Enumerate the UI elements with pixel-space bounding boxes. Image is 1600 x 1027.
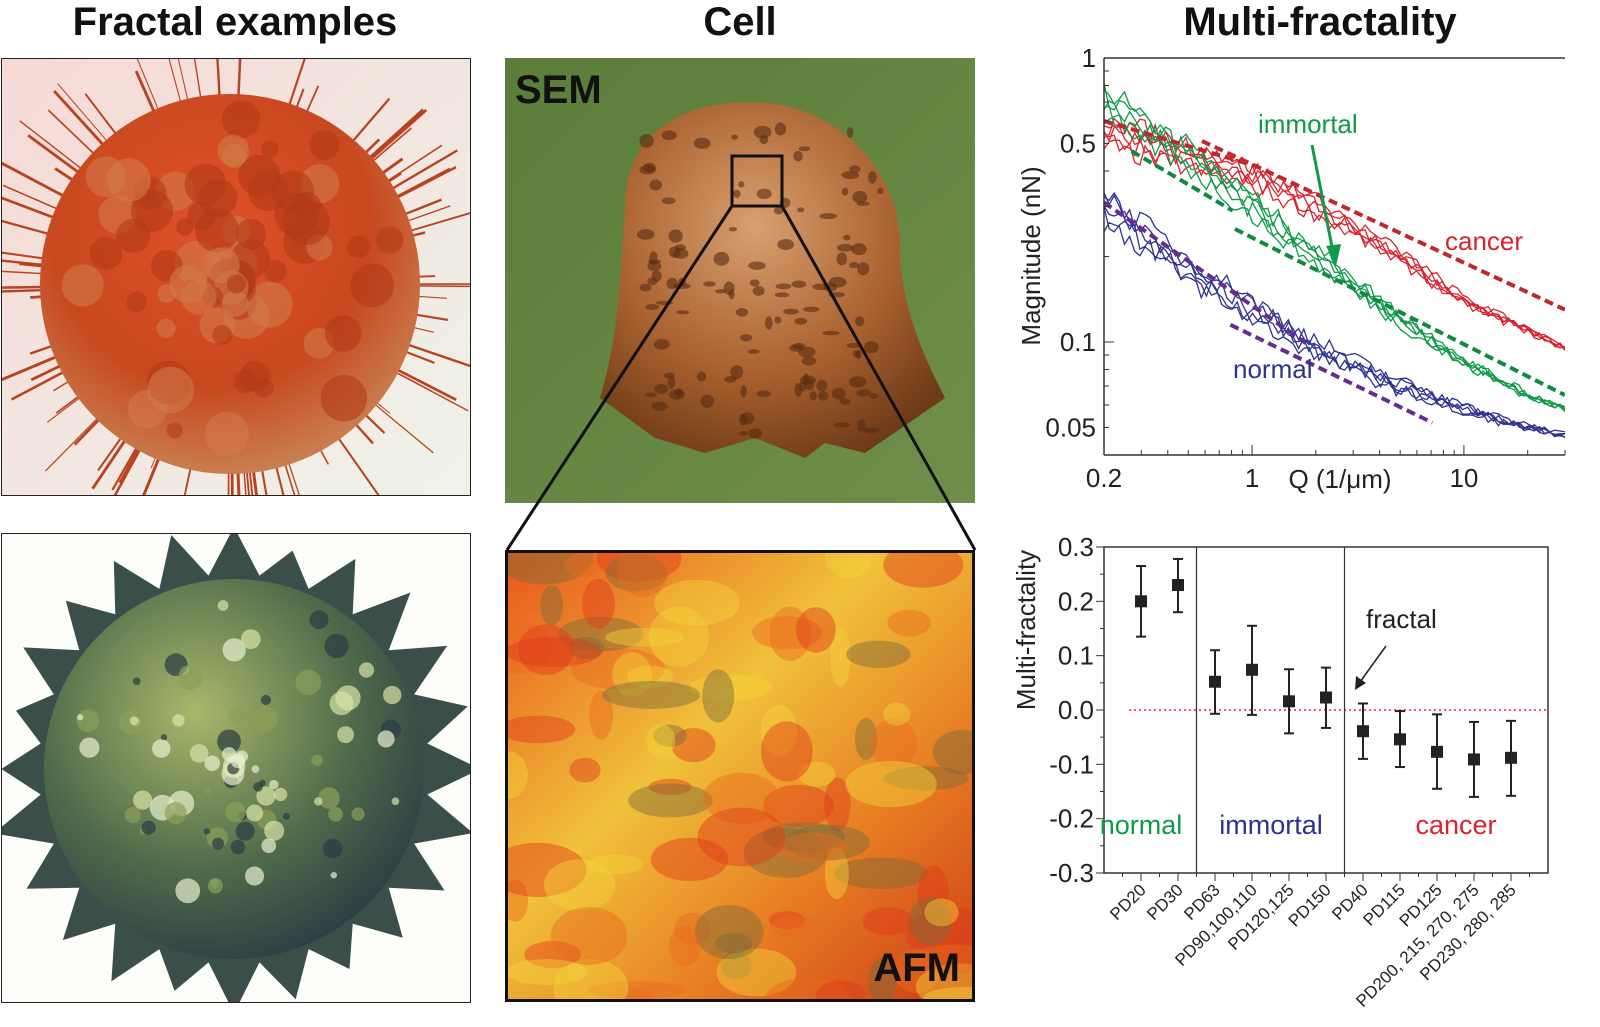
x-tick-label: 10	[1449, 463, 1478, 493]
x-axis-label: Q (1/μm)	[1288, 464, 1391, 494]
x-tick-label: 0.2	[1086, 463, 1122, 493]
data-point-cancer	[1431, 745, 1443, 758]
x-tick-label: 1	[1245, 463, 1259, 493]
x-tick-label: PD150	[1285, 880, 1335, 930]
y-axis-label: Magnitude (nN)	[1016, 166, 1046, 345]
series-line-immortal	[1104, 82, 1565, 410]
fractal-arrow	[1355, 645, 1387, 690]
group-label-cancer: cancer	[1415, 810, 1496, 840]
label-normal: normal	[1233, 354, 1312, 384]
series-line-immortal	[1104, 104, 1565, 409]
fit-line-normal	[1229, 322, 1434, 425]
data-point-normal	[1172, 579, 1184, 592]
fit-line-immortal	[1234, 227, 1565, 397]
series-line-immortal	[1104, 114, 1565, 411]
fractal-image-green	[1, 533, 471, 1003]
title-fractal-examples: Fractal examples	[72, 0, 398, 44]
data-point-immortal	[1283, 695, 1295, 708]
sem-label: SEM	[515, 68, 602, 112]
y-tick-label: 0.2	[1058, 586, 1094, 616]
y-tick-label: -0.2	[1049, 804, 1094, 834]
data-point-cancer	[1394, 733, 1406, 746]
y-tick-label: 1	[1082, 43, 1096, 73]
series-line-normal	[1104, 221, 1565, 433]
series-line-normal	[1104, 191, 1565, 435]
afm-surface-image: AFM	[505, 550, 975, 1002]
series-line-immortal	[1104, 88, 1565, 413]
y-tick-label: 0.1	[1058, 641, 1094, 671]
group-label-normal: normal	[1100, 810, 1183, 840]
data-point-immortal	[1320, 691, 1332, 704]
title-cell: Cell	[703, 0, 777, 44]
data-point-cancer	[1468, 753, 1480, 766]
fit-line-cancer	[1201, 139, 1565, 312]
magnitude-vs-q-chart: Magnitude (nN) Q (1/μm) 0.2 1 10 1 0.5 0.1 0.0…	[1016, 43, 1566, 494]
title-multi-fractality: Multi-fractality	[1183, 0, 1457, 44]
afm-label: AFM	[873, 946, 960, 990]
y-tick-label: -0.3	[1049, 858, 1094, 888]
data-point-cancer	[1505, 751, 1517, 764]
data-point-immortal	[1209, 675, 1221, 688]
y-tick-label: -0.1	[1049, 749, 1094, 779]
fractal-image-red	[1, 58, 471, 496]
x-tick-label: PD20	[1106, 880, 1150, 924]
data-point-cancer	[1357, 725, 1369, 738]
y-tick-label: 0.3	[1058, 532, 1094, 562]
data-point-normal	[1135, 595, 1147, 608]
y-tick-label: 0.0	[1058, 695, 1094, 725]
group-label-immortal: immortal	[1219, 810, 1323, 840]
label-immortal: immortal	[1258, 109, 1358, 139]
y-tick-label: 0.5	[1060, 128, 1096, 158]
fractal-annotation: fractal	[1366, 604, 1437, 634]
x-tick-label: PD30	[1143, 880, 1187, 924]
immortal-arrow	[1310, 144, 1341, 266]
series-line-normal	[1104, 206, 1565, 439]
label-cancer: cancer	[1445, 226, 1523, 256]
y-tick-label: 0.05	[1045, 412, 1096, 442]
data-point-immortal	[1246, 663, 1258, 676]
fit-line-immortal	[1130, 149, 1234, 213]
fit-line-cancer	[1104, 119, 1253, 167]
series-line-cancer	[1104, 117, 1565, 351]
y-tick-label: 0.1	[1060, 327, 1096, 357]
y-axis-label: Multi-fractality	[1011, 550, 1041, 710]
